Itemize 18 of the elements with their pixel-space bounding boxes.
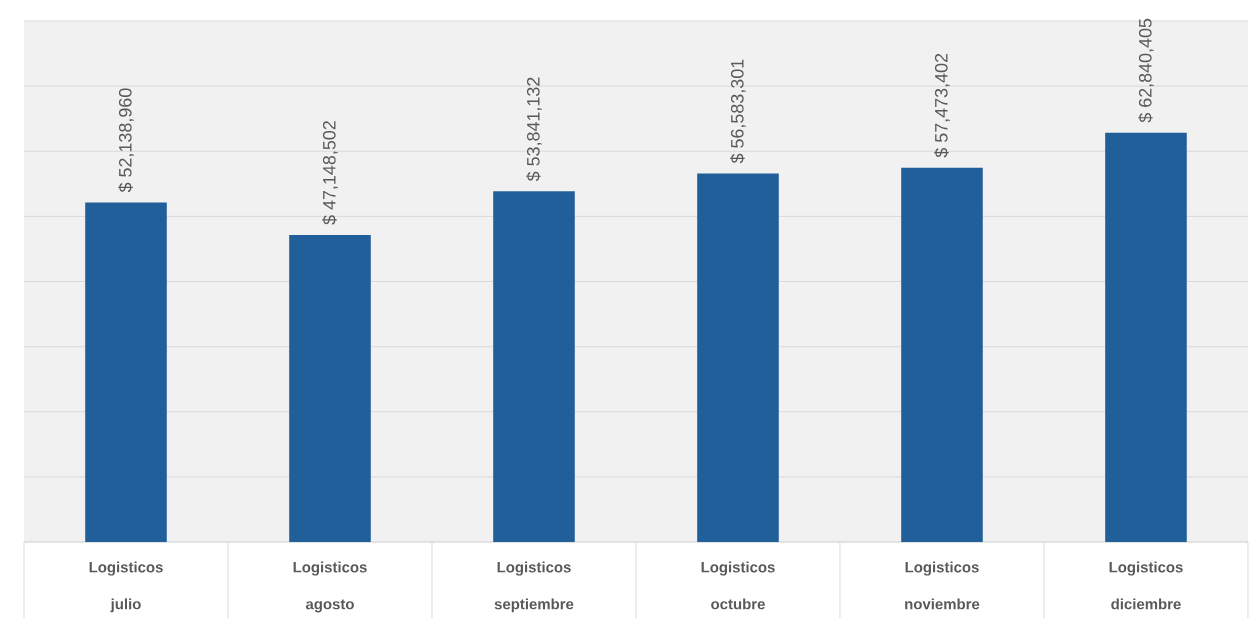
- category-label: Logisticos noviembre: [905, 561, 980, 610]
- bar: [85, 202, 167, 542]
- data-label: $ 47,148,502: [322, 121, 338, 225]
- data-label: $ 62,840,405: [1138, 18, 1154, 123]
- bar: [493, 191, 575, 542]
- bar: [1105, 132, 1187, 542]
- bar: [697, 173, 779, 542]
- data-label: $ 57,473,402: [934, 53, 950, 158]
- category-label: Logisticos septiembre: [494, 561, 574, 613]
- category-label: Logisticos octubre: [701, 561, 775, 610]
- data-label: $ 52,138,960: [118, 88, 134, 193]
- category-label: Logisticos diciembre: [1109, 561, 1183, 610]
- bar: [289, 234, 371, 542]
- data-label: $ 56,583,301: [730, 59, 746, 164]
- category-label: Logisticos agosto: [293, 561, 367, 613]
- data-label: $ 53,841,132: [526, 77, 542, 182]
- bar: [901, 167, 983, 542]
- category-label: Logisticos julio: [89, 561, 163, 613]
